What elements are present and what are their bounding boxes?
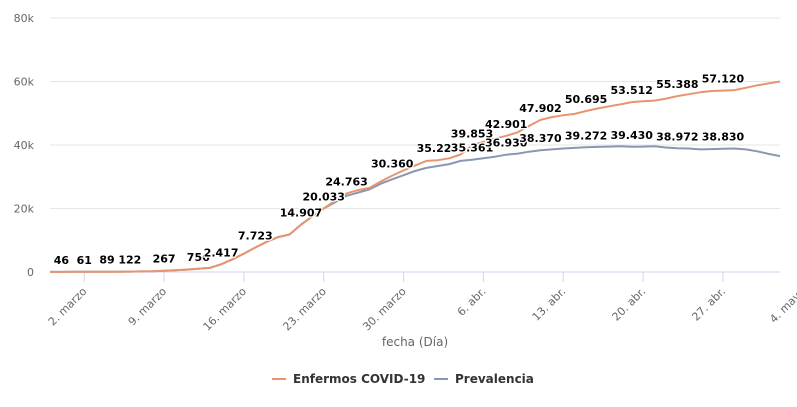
y-tick-label: 40k bbox=[14, 139, 35, 152]
data-label: 35.361 bbox=[451, 142, 493, 155]
data-label: 46 bbox=[54, 254, 70, 267]
x-tick-label: 9. marzo bbox=[126, 285, 170, 329]
data-label: 14.907 bbox=[280, 207, 322, 220]
y-tick-label: 80k bbox=[14, 12, 35, 25]
legend: Enfermos COVID-19 Prevalencia bbox=[272, 372, 534, 386]
data-label: 47.902 bbox=[519, 102, 561, 115]
data-label: 38.370 bbox=[519, 132, 562, 145]
data-label: 89 bbox=[99, 254, 114, 267]
y-tick-label: 0 bbox=[27, 266, 34, 279]
data-label: 7.723 bbox=[238, 229, 273, 242]
series-line-enfermos[interactable] bbox=[50, 80, 781, 273]
data-label: 38.830 bbox=[702, 131, 745, 144]
data-label: 756 bbox=[187, 251, 210, 264]
data-label: 30.360 bbox=[371, 158, 414, 171]
data-label: 53.512 bbox=[610, 84, 652, 97]
data-label: 36.930 bbox=[485, 137, 528, 150]
data-label: 57.120 bbox=[702, 73, 745, 86]
data-label: 50.695 bbox=[565, 93, 607, 106]
data-label: 42.901 bbox=[485, 118, 527, 131]
data-label: 39.272 bbox=[565, 129, 607, 142]
x-axis: 2. marzo 9. marzo 16. marzo 23. marzo 30. ma… bbox=[46, 271, 797, 334]
data-label: 2.417 bbox=[204, 246, 239, 259]
x-tick-label: 23. marzo bbox=[280, 285, 329, 334]
y-tick-label: 60k bbox=[14, 76, 35, 89]
data-label: 61 bbox=[77, 254, 92, 267]
x-tick-label: 20. abr. bbox=[610, 285, 649, 324]
legend-item-enfermos[interactable]: Enfermos COVID-19 bbox=[272, 372, 425, 386]
legend-label-enfermos: Enfermos COVID-19 bbox=[293, 372, 425, 386]
data-label: 267 bbox=[153, 253, 176, 266]
x-tick-label: 16. marzo bbox=[201, 285, 250, 334]
x-tick-label: 27. abr. bbox=[689, 285, 728, 324]
x-tick-label: 4. mayo bbox=[767, 285, 797, 326]
data-label: 38.972 bbox=[656, 130, 698, 143]
series-lines bbox=[50, 80, 781, 273]
gridlines bbox=[50, 17, 780, 209]
y-tick-label: 20k bbox=[14, 203, 35, 216]
x-tick-label: 13. abr. bbox=[530, 285, 569, 324]
data-label: 35.228 bbox=[417, 142, 459, 155]
x-tick-label: 2. marzo bbox=[46, 285, 90, 329]
legend-item-prevalencia[interactable]: Prevalencia bbox=[434, 372, 534, 386]
x-tick-label: 30. marzo bbox=[360, 285, 409, 334]
y-axis: 0 20k 40k 60k 80k bbox=[14, 12, 35, 279]
data-label: 39.853 bbox=[451, 127, 493, 140]
data-label: 55.388 bbox=[656, 78, 698, 91]
data-label: 39.430 bbox=[610, 129, 653, 142]
data-label: 24.763 bbox=[325, 175, 367, 188]
data-label: 20.033 bbox=[303, 190, 345, 203]
x-tick-label: 6. abr. bbox=[455, 285, 489, 319]
x-axis-title: fecha (Día) bbox=[382, 335, 448, 349]
legend-label-prevalencia: Prevalencia bbox=[455, 372, 534, 386]
data-label: 122 bbox=[118, 254, 141, 267]
